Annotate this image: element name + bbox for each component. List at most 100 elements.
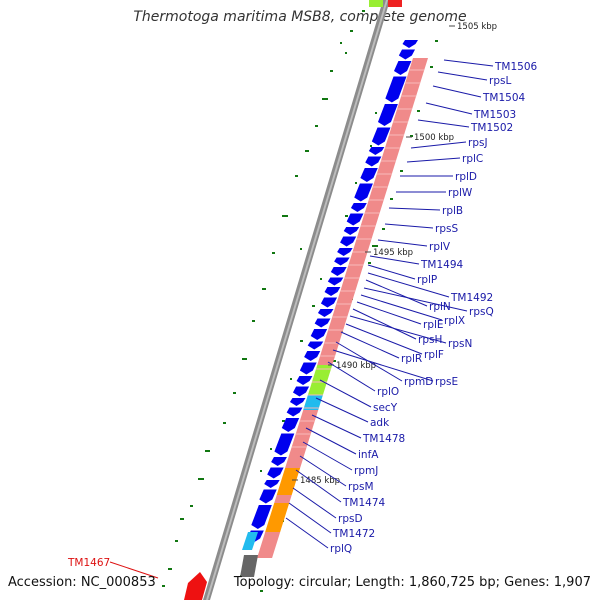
cds-arrow[interactable]: [385, 76, 407, 103]
gene-label-rplx[interactable]: rplX: [444, 315, 465, 327]
genome-summary-text: Topology: circular; Length: 1,860,725 bp…: [233, 575, 591, 590]
cds-arrow[interactable]: [350, 203, 367, 212]
cds-arrow[interactable]: [343, 227, 360, 235]
gene-label-rplp[interactable]: rplP: [417, 274, 437, 286]
cds-arrow[interactable]: [330, 267, 347, 276]
cds-arrow[interactable]: [334, 257, 350, 266]
cds-arrow[interactable]: [317, 309, 334, 317]
gene-label-infa[interactable]: infA: [358, 449, 379, 461]
gc-skew-mark: [272, 252, 275, 254]
cds-arrow[interactable]: [271, 457, 287, 466]
gene-label-rplo[interactable]: rplO: [377, 386, 399, 398]
gene-label-rpld[interactable]: rplD: [455, 171, 477, 183]
gene-label-rpsm[interactable]: rpsM: [348, 481, 374, 493]
gc-skew-mark: [330, 70, 333, 72]
kbp-tick-label: 1490 kbp: [336, 361, 376, 371]
cds-arrow[interactable]: [360, 168, 378, 182]
gene-label-tm1467[interactable]: TM1467: [67, 557, 110, 569]
cds-arrow[interactable]: [346, 213, 364, 226]
leader-line: [369, 255, 420, 265]
gene-label-tm1472[interactable]: TM1472: [332, 528, 375, 540]
kbp-tick-label: 1505 kbp: [457, 22, 497, 32]
gc-skew-mark: [400, 170, 403, 172]
cds-arrow[interactable]: [394, 61, 412, 75]
leader-line: [292, 487, 337, 519]
cds-arrow[interactable]: [292, 386, 310, 397]
cds-arrow[interactable]: [299, 362, 317, 375]
cds-arrow[interactable]: [310, 329, 328, 340]
cds-arrow[interactable]: [304, 351, 321, 361]
cds-arrow[interactable]: [259, 489, 277, 504]
gene-label-rpmd[interactable]: rpmD: [404, 376, 433, 388]
cds-arrow[interactable]: [368, 147, 385, 155]
cds-arrow[interactable]: [289, 398, 306, 406]
cds-arrow[interactable]: [377, 104, 398, 126]
gene-label-rplc[interactable]: rplC: [462, 153, 483, 165]
leader-line: [288, 502, 332, 534]
cds-arrow[interactable]: [314, 318, 331, 328]
cds-arrow[interactable]: [307, 341, 324, 350]
kbp-tick-label: 1500 kbp: [414, 133, 454, 143]
leader-line: [443, 59, 494, 67]
gene-label-rpsq[interactable]: rpsQ: [469, 306, 494, 318]
gc-skew-mark: [305, 150, 309, 152]
gc-skew-mark: [300, 340, 303, 342]
cds-arrow[interactable]: [274, 433, 295, 456]
cds-arrow[interactable]: [365, 156, 382, 167]
gc-skew-mark: [260, 590, 263, 592]
gene-label-rpsn[interactable]: rpsN: [448, 338, 472, 350]
gc-skew-mark: [223, 422, 226, 424]
gene-label-tm1503[interactable]: TM1503: [473, 109, 516, 121]
gene-label-tm1474[interactable]: TM1474: [342, 497, 386, 509]
gene-label-rple[interactable]: rplE: [423, 319, 444, 331]
gene-label-rpse[interactable]: rpsE: [435, 376, 458, 388]
gene-label-tm1494[interactable]: TM1494: [420, 259, 464, 271]
cds-arrow[interactable]: [264, 480, 280, 488]
leader-line: [340, 331, 400, 359]
cds-arrow[interactable]: [371, 127, 391, 146]
backbone-track: [203, 0, 390, 600]
cds-arrow[interactable]: [337, 248, 353, 256]
pink-segment: [317, 58, 428, 365]
gene-label-secy[interactable]: secY: [373, 402, 398, 414]
gene-label-tm1492[interactable]: TM1492: [450, 292, 493, 304]
cds-arrow[interactable]: [286, 407, 303, 417]
leader-line: [349, 315, 447, 344]
gc-skew-mark: [260, 470, 262, 472]
gene-label-tm1502[interactable]: TM1502: [470, 122, 513, 134]
cds-arrow[interactable]: [267, 467, 284, 479]
cds-arrow[interactable]: [354, 183, 373, 202]
gene-label-tm1478[interactable]: TM1478: [362, 433, 405, 445]
pink-segment: [274, 495, 292, 503]
gene-label-rpsj[interactable]: rpsJ: [468, 137, 488, 149]
gene-label-rplr[interactable]: rplR: [401, 353, 422, 365]
cds-arrow[interactable]: [320, 297, 338, 308]
cds-arrow[interactable]: [398, 49, 416, 60]
gene-label-rplq[interactable]: rplQ: [330, 543, 352, 555]
gene-label-tm1506[interactable]: TM1506: [494, 61, 538, 73]
cds-arrow[interactable]: [402, 40, 418, 48]
gene-label-rpmj[interactable]: rpmJ: [354, 465, 378, 477]
cds-arrow[interactable]: [296, 376, 313, 385]
leader-line: [109, 561, 159, 579]
gene-label-rpsl[interactable]: rpsL: [489, 75, 511, 87]
gene-label-rplv[interactable]: rplV: [429, 241, 451, 253]
cds-arrow[interactable]: [340, 236, 357, 247]
gene-label-rplw[interactable]: rplW: [448, 187, 473, 199]
leader-line: [410, 141, 467, 149]
gene-label-rplb[interactable]: rplB: [442, 205, 463, 217]
gene-label-rpsd[interactable]: rpsD: [338, 513, 363, 525]
cds-arrow[interactable]: [324, 287, 341, 296]
cds-arrow[interactable]: [327, 277, 344, 286]
gc-skew-mark: [180, 518, 184, 520]
gene-label-adk[interactable]: adk: [370, 417, 390, 429]
kbp-tick-label: 1485 kbp: [300, 476, 340, 486]
gene-label-tm1504[interactable]: TM1504: [482, 92, 526, 104]
gene-label-rpss[interactable]: rpsS: [435, 223, 458, 235]
tm1467-feature[interactable]: [184, 572, 207, 600]
cds-arrow[interactable]: [281, 418, 300, 432]
gc-skew-mark: [345, 215, 348, 217]
gene-label-rplf[interactable]: rplF: [424, 349, 444, 361]
cds-arrow[interactable]: [251, 505, 272, 529]
